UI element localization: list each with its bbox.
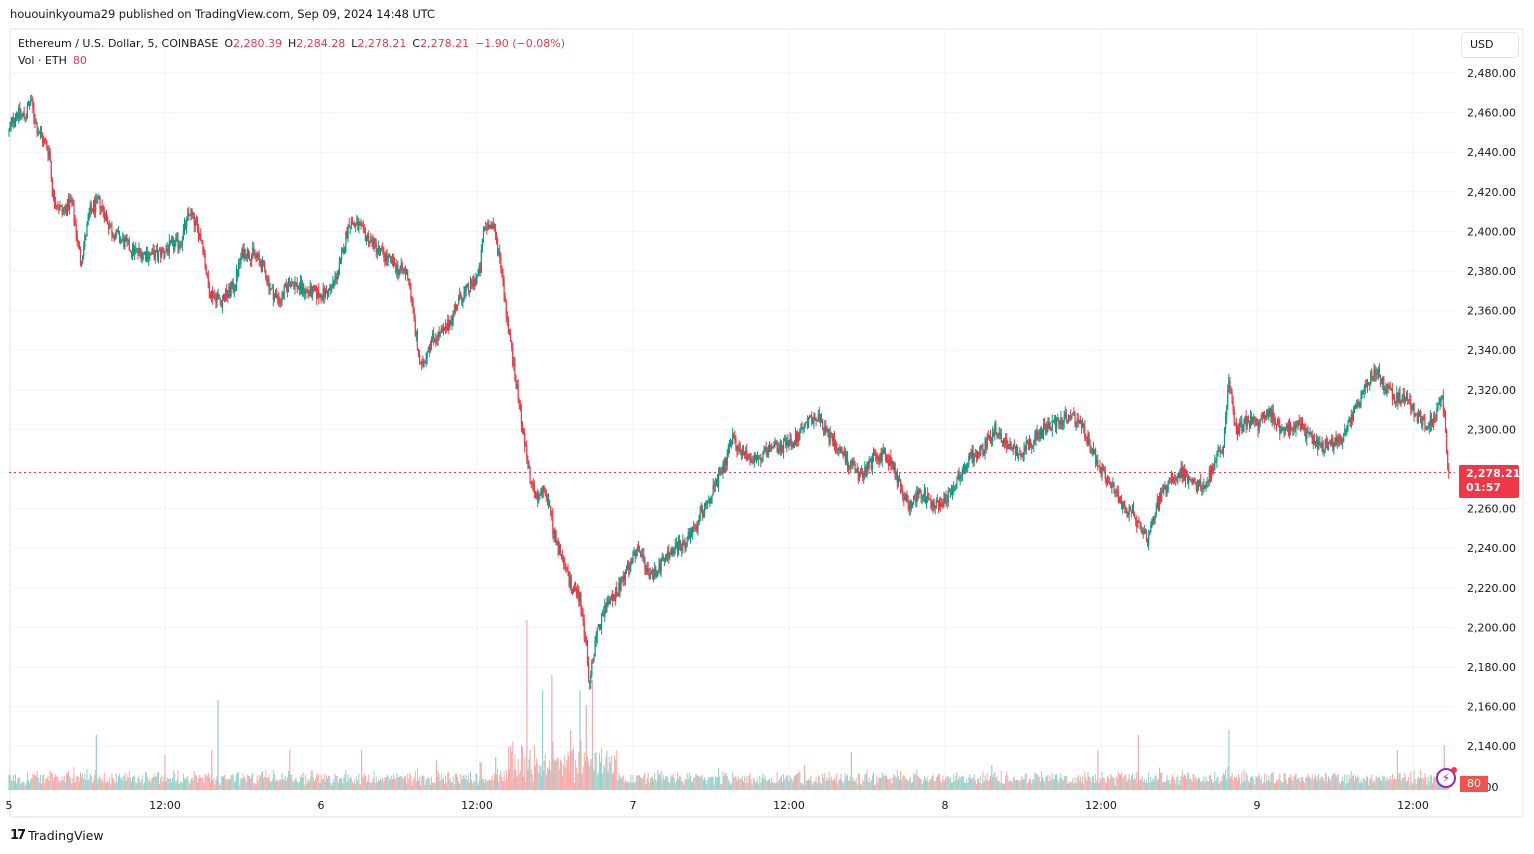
price-tick-label: 2,460.00 <box>1467 107 1516 120</box>
time-tick-label: 7 <box>630 799 637 812</box>
price-tick-label: 2,440.00 <box>1467 146 1516 159</box>
notification-dot <box>1451 767 1457 773</box>
time-tick-label: 12:00 <box>149 799 181 812</box>
low-value: L 2,278.21 <box>351 37 407 50</box>
volume-value: 80 <box>72 54 87 67</box>
time-tick-label: 5 <box>6 799 13 812</box>
lightning-icon[interactable]: ⚡︎ <box>1436 767 1457 788</box>
tradingview-logo[interactable]: 17 TradingView <box>10 828 104 843</box>
tradingview-wordmark: TradingView <box>28 828 104 843</box>
price-tick-label: 2,340.00 <box>1467 344 1516 357</box>
chart-legend: Ethereum / U.S. Dollar, 5, COINBASE O 2,2… <box>18 35 565 69</box>
change-value: −1.90 (−0.08%) <box>475 37 566 50</box>
volume-label[interactable]: Vol · ETH <box>18 54 67 67</box>
bar-countdown: 01:57 <box>1466 481 1502 494</box>
time-tick-label: 12:00 <box>1085 799 1117 812</box>
volume-row: Vol · ETH 80 <box>18 52 565 69</box>
candlesticks <box>8 94 1450 690</box>
price-tick-label: 2,220.00 <box>1467 582 1516 595</box>
price-tick-label: 2,140.00 <box>1467 740 1516 753</box>
high-value: H 2,284.28 <box>288 37 346 50</box>
price-tick-label: 2,420.00 <box>1467 186 1516 199</box>
price-tick-label: 2,320.00 <box>1467 384 1516 397</box>
price-tick-label: 2,160.00 <box>1467 701 1516 714</box>
volume-bars <box>8 620 1450 790</box>
time-tick-label: 8 <box>942 799 949 812</box>
price-tick-label: 2,300.00 <box>1467 423 1516 436</box>
chart-grid <box>9 30 1455 792</box>
open-value: O 2,280.39 <box>224 37 282 50</box>
close-value: C 2,278.21 <box>412 37 470 50</box>
time-tick-label: 12:00 <box>1397 799 1429 812</box>
time-axis[interactable]: 5 12:00 6 12:00 7 12:00 8 12:00 9 12:00 <box>6 799 1429 812</box>
price-tick-label: 2,400.00 <box>1467 225 1516 238</box>
price-tick-label: 2,200.00 <box>1467 621 1516 634</box>
symbol-title[interactable]: Ethereum / U.S. Dollar, 5, COINBASE <box>18 37 219 50</box>
ohlc-row: Ethereum / U.S. Dollar, 5, COINBASE O 2,2… <box>18 35 565 52</box>
last-price-tag: 2,278.21 01:57 <box>1459 465 1521 498</box>
price-tick-label: 2,360.00 <box>1467 305 1516 318</box>
price-tick-label: 2,380.00 <box>1467 265 1516 278</box>
publish-info: hououinkyouma29 published on TradingView… <box>10 7 435 21</box>
chart-frame <box>9 28 1524 818</box>
last-price-value: 2,278.21 <box>1466 467 1521 480</box>
price-tick-label: 2,260.00 <box>1467 503 1516 516</box>
time-tick-label: 12:00 <box>773 799 805 812</box>
currency-button[interactable]: USD <box>1461 32 1519 58</box>
volume-badge: 80 <box>1460 776 1488 792</box>
price-tick-label: 2,180.00 <box>1467 661 1516 674</box>
time-tick-label: 9 <box>1254 799 1261 812</box>
price-axis[interactable]: 2,480.00 2,460.00 2,440.00 2,420.00 2,400.00… <box>1467 67 1516 794</box>
price-tick-label: 2,480.00 <box>1467 67 1516 80</box>
time-tick-label: 6 <box>318 799 325 812</box>
time-tick-label: 12:00 <box>461 799 493 812</box>
tradingview-mark-icon: 17 <box>10 828 26 843</box>
price-tick-label: 2,240.00 <box>1467 542 1516 555</box>
